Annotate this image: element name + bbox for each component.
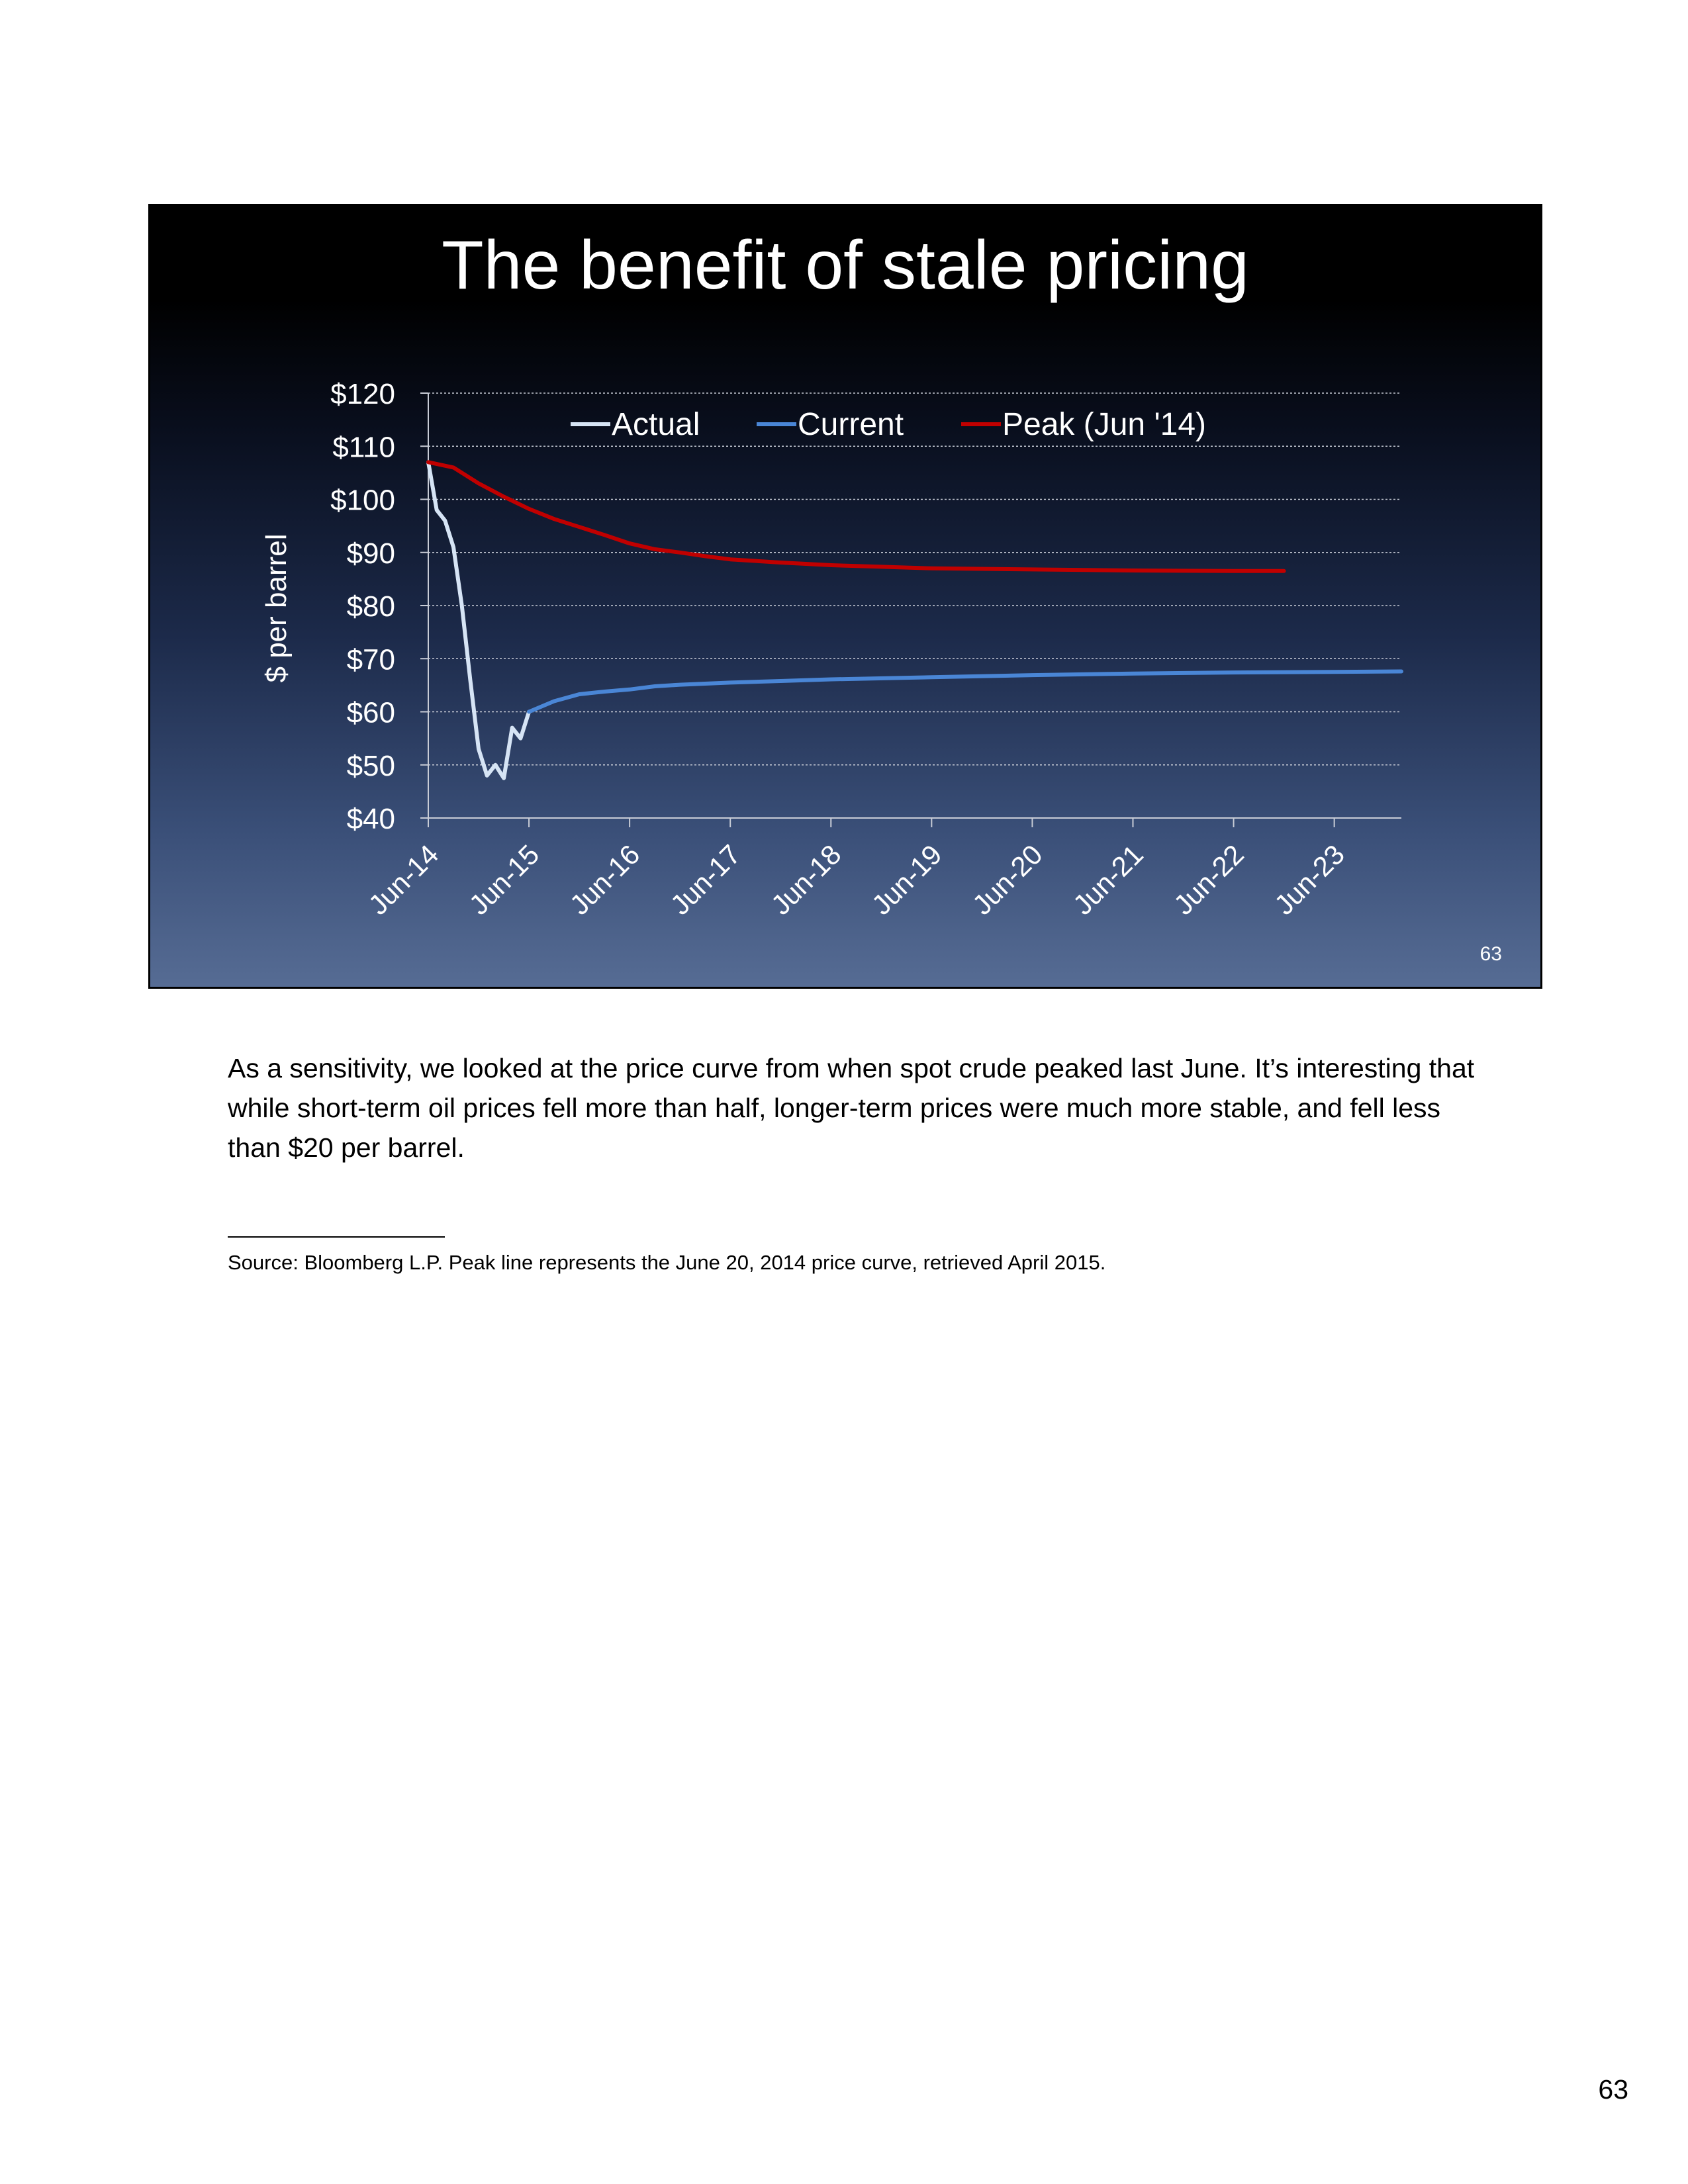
chart-title: The benefit of stale pricing bbox=[442, 227, 1249, 304]
legend-label: Current bbox=[798, 407, 904, 442]
line-chart: The benefit of stale pricing $ per barre… bbox=[260, 227, 1502, 965]
x-tick-label: Jun-19 bbox=[866, 839, 948, 921]
source-footnote: Source: Bloomberg L.P. Peak line represe… bbox=[228, 1251, 1106, 1274]
y-axis-label: $ per barrel bbox=[260, 533, 293, 682]
x-tick-label: Jun-22 bbox=[1168, 839, 1250, 921]
y-tick-label: $40 bbox=[347, 803, 395, 835]
series-line-current bbox=[527, 669, 1403, 714]
y-tick-label: $90 bbox=[347, 537, 395, 570]
x-tick-label: Jun-23 bbox=[1268, 839, 1350, 921]
x-tick-label: Jun-17 bbox=[665, 839, 747, 921]
y-tick-label: $80 bbox=[347, 590, 395, 623]
series-line-peak-jun-14 bbox=[426, 460, 1286, 573]
legend: Actual Current Peak (Jun '14) bbox=[571, 407, 1206, 442]
y-tick-label: $60 bbox=[347, 697, 395, 729]
series-lines bbox=[426, 460, 1403, 780]
y-tick-label: $110 bbox=[332, 431, 395, 463]
x-tick-label: Jun-20 bbox=[966, 839, 1049, 921]
y-tick-label: $100 bbox=[330, 484, 395, 517]
x-tick-label: Jun-14 bbox=[362, 839, 444, 921]
slide-number: 63 bbox=[1480, 943, 1502, 965]
series-line-actual bbox=[426, 460, 532, 780]
y-tick-label: $120 bbox=[330, 378, 395, 410]
x-tick-label: Jun-16 bbox=[563, 839, 645, 921]
y-tick-label: $50 bbox=[347, 750, 395, 782]
narrative-paragraph: As a sensitivity, we looked at the price… bbox=[228, 1053, 1475, 1163]
footnote-divider bbox=[228, 1236, 445, 1238]
chart-slide: The benefit of stale pricing $ per barre… bbox=[148, 204, 1542, 989]
y-tick-label: $70 bbox=[347, 643, 395, 676]
page-number: 63 bbox=[1598, 2074, 1628, 2105]
gridlines bbox=[428, 392, 1401, 819]
legend-label: Peak (Jun '14) bbox=[1002, 407, 1206, 442]
x-tick-label: Jun-15 bbox=[463, 839, 545, 921]
x-tick-label: Jun-21 bbox=[1067, 839, 1149, 921]
legend-label: Actual bbox=[612, 407, 700, 442]
x-tick-label: Jun-18 bbox=[765, 839, 847, 921]
